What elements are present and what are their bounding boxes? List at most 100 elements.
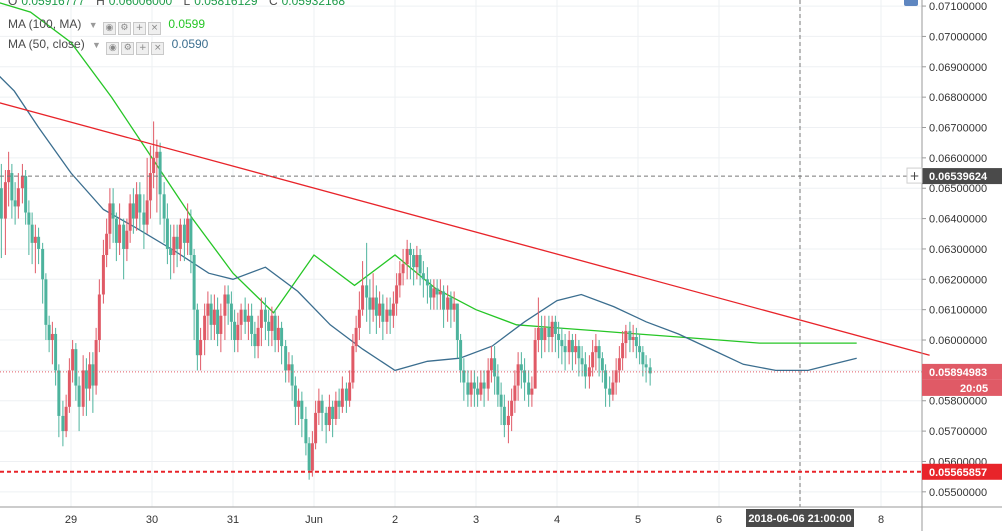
- candle-body[interactable]: [64, 406, 68, 432]
- candle-body[interactable]: [519, 364, 523, 371]
- candle-body[interactable]: [368, 297, 372, 310]
- candle-body[interactable]: [114, 218, 118, 243]
- candles[interactable]: [0, 55, 652, 480]
- candle-body[interactable]: [388, 309, 392, 316]
- candle-body[interactable]: [118, 224, 122, 243]
- candle-body[interactable]: [493, 358, 497, 377]
- candle-body[interactable]: [513, 385, 517, 401]
- candle-body[interactable]: [158, 151, 162, 195]
- candle-body[interactable]: [290, 364, 294, 386]
- candle-body[interactable]: [97, 294, 101, 341]
- candle-body[interactable]: [385, 309, 389, 322]
- candle-body[interactable]: [33, 236, 37, 243]
- candle-body[interactable]: [587, 367, 591, 377]
- candle-body[interactable]: [203, 315, 207, 341]
- candle-body[interactable]: [94, 340, 98, 386]
- candle-body[interactable]: [604, 370, 608, 389]
- candle-body[interactable]: [3, 182, 7, 219]
- plus-icon-bg[interactable]: [906, 167, 923, 184]
- candle-body[interactable]: [155, 151, 159, 158]
- gear-icon[interactable]: ⚙: [121, 42, 135, 55]
- candle-body[interactable]: [543, 327, 547, 341]
- candle-body[interactable]: [16, 188, 20, 207]
- candle-body[interactable]: [81, 370, 85, 407]
- candle-body[interactable]: [351, 346, 355, 383]
- candle-body[interactable]: [263, 309, 267, 322]
- candle-body[interactable]: [192, 255, 196, 310]
- candle-body[interactable]: [209, 303, 213, 325]
- candle-body[interactable]: [597, 346, 601, 359]
- candle-body[interactable]: [13, 200, 17, 207]
- candle-body[interactable]: [489, 358, 493, 371]
- candle-body[interactable]: [334, 400, 338, 419]
- candle-body[interactable]: [165, 218, 169, 249]
- candle-body[interactable]: [128, 203, 132, 231]
- candle-body[interactable]: [536, 327, 540, 341]
- candle-body[interactable]: [172, 236, 176, 256]
- candle-body[interactable]: [594, 346, 598, 353]
- candle-body[interactable]: [476, 388, 480, 395]
- candle-body[interactable]: [540, 327, 544, 341]
- candle-body[interactable]: [442, 291, 446, 310]
- candle-body[interactable]: [61, 415, 65, 432]
- candle-body[interactable]: [189, 218, 193, 256]
- candle-body[interactable]: [223, 294, 227, 316]
- candle-body[interactable]: [435, 288, 439, 295]
- candle-body[interactable]: [563, 346, 567, 353]
- candle-body[interactable]: [628, 330, 632, 341]
- candle-body[interactable]: [216, 309, 220, 334]
- candle-body[interactable]: [600, 358, 604, 371]
- candle-body[interactable]: [0, 188, 3, 219]
- candle-body[interactable]: [195, 309, 199, 356]
- candle-body[interactable]: [138, 194, 142, 213]
- candle-body[interactable]: [446, 297, 450, 310]
- candle-body[interactable]: [297, 400, 301, 407]
- candle-body[interactable]: [259, 309, 263, 328]
- candle-body[interactable]: [560, 340, 564, 347]
- candle-body[interactable]: [310, 443, 314, 471]
- candle-body[interactable]: [125, 230, 129, 249]
- candle-body[interactable]: [67, 370, 71, 407]
- candle-body[interactable]: [361, 285, 365, 310]
- candle-body[interactable]: [10, 173, 14, 201]
- candle-body[interactable]: [624, 330, 628, 344]
- candle-body[interactable]: [105, 233, 109, 256]
- candle-body[interactable]: [101, 255, 105, 295]
- candle-body[interactable]: [307, 443, 311, 471]
- candle-body[interactable]: [348, 382, 352, 401]
- candle-body[interactable]: [374, 297, 378, 316]
- candle-body[interactable]: [634, 336, 638, 347]
- candle-body[interactable]: [466, 382, 470, 395]
- candle-body[interactable]: [148, 173, 152, 201]
- settings-tab-icon[interactable]: [904, 0, 918, 6]
- candle-body[interactable]: [644, 364, 648, 368]
- candle-body[interactable]: [108, 203, 112, 234]
- candle-body[interactable]: [344, 388, 348, 401]
- candle-body[interactable]: [229, 303, 233, 322]
- candle-body[interactable]: [641, 352, 645, 365]
- candle-body[interactable]: [27, 212, 31, 225]
- candle-body[interactable]: [340, 388, 344, 407]
- candle-body[interactable]: [459, 340, 463, 371]
- plus-icon[interactable]: +: [136, 42, 150, 55]
- candle-body[interactable]: [398, 273, 402, 286]
- candle-body[interactable]: [233, 321, 237, 341]
- candle-body[interactable]: [567, 340, 571, 353]
- candle-body[interactable]: [425, 279, 429, 286]
- candle-body[interactable]: [111, 203, 115, 219]
- candle-body[interactable]: [432, 288, 436, 298]
- candle-body[interactable]: [415, 255, 419, 268]
- candle-body[interactable]: [284, 346, 288, 371]
- candle-body[interactable]: [510, 400, 514, 416]
- candle-body[interactable]: [47, 324, 51, 341]
- candle-body[interactable]: [270, 315, 274, 331]
- candle-body[interactable]: [405, 248, 409, 265]
- eye-icon[interactable]: ◉: [102, 22, 116, 35]
- candle-body[interactable]: [482, 382, 486, 389]
- candle-body[interactable]: [212, 309, 216, 325]
- candle-body[interactable]: [327, 406, 331, 426]
- candle-body[interactable]: [226, 294, 230, 304]
- candle-body[interactable]: [273, 315, 277, 341]
- candle-body[interactable]: [122, 224, 126, 249]
